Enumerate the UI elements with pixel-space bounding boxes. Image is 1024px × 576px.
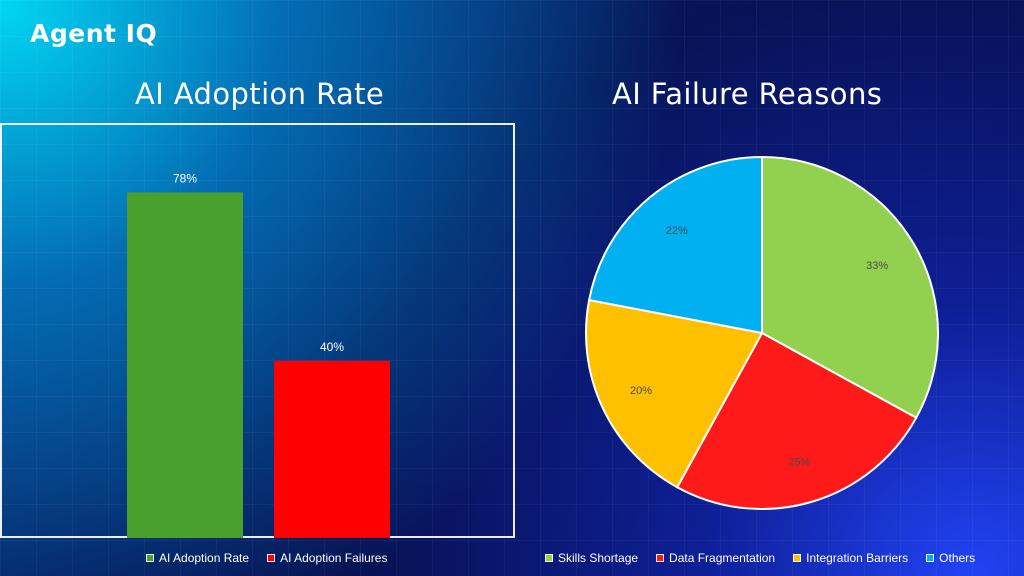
legend-item-adoption-rate: AI Adoption Rate — [146, 551, 249, 565]
legend-label-adoption-rate: AI Adoption Rate — [159, 551, 250, 565]
legend-swatch-skills-shortage — [545, 554, 553, 562]
bar-chart-title: AI Adoption Rate — [135, 77, 385, 111]
bar-value-label-0: 78% — [173, 171, 197, 185]
pie-slice-1 — [675, 331, 918, 510]
pie-slice-3 — [587, 155, 763, 335]
bar-chart-legend: AI Adoption Rate AI Adoption Failures — [146, 551, 387, 565]
bar-chart-frame — [0, 123, 515, 538]
legend-label-integration-barriers: Integration Barriers — [806, 551, 909, 565]
bar-0 — [127, 192, 243, 538]
legend-item-others: Others — [926, 551, 975, 565]
pie-value-label-1: 25% — [788, 456, 810, 468]
pie-chart-legend: Skills Shortage Data Fragmentation Integ… — [545, 551, 975, 565]
pie-slice-2 — [585, 298, 764, 489]
legend-label-skills-shortage: Skills Shortage — [558, 551, 639, 565]
legend-swatch-others — [926, 554, 935, 562]
legend-swatch-data-fragmentation — [656, 554, 665, 562]
legend-item-adoption-failures: AI Adoption Failures — [267, 551, 387, 565]
pie-value-label-2: 20% — [630, 385, 652, 397]
legend-swatch-adoption-failures — [267, 554, 276, 562]
legend-item-integration-barriers: Integration Barriers — [793, 551, 908, 565]
legend-swatch-adoption-rate — [146, 554, 154, 562]
legend-swatch-integration-barriers — [793, 554, 802, 562]
legend-item-skills-shortage: Skills Shortage — [545, 551, 638, 565]
pie-chart-title: AI Failure Reasons — [612, 77, 883, 111]
pie-value-label-0: 33% — [866, 260, 888, 272]
bar-value-label-1: 40% — [320, 340, 344, 354]
legend-label-adoption-failures: AI Adoption Failures — [280, 551, 388, 565]
pie-value-label-3: 22% — [666, 225, 688, 237]
logo: Agent IQ — [30, 19, 158, 48]
bar-1 — [274, 360, 390, 538]
legend-label-others: Others — [939, 551, 976, 565]
pie-slice-0 — [761, 155, 939, 420]
legend-item-data-fragmentation: Data Fragmentation — [656, 551, 775, 565]
legend-label-data-fragmentation: Data Fragmentation — [669, 551, 776, 565]
